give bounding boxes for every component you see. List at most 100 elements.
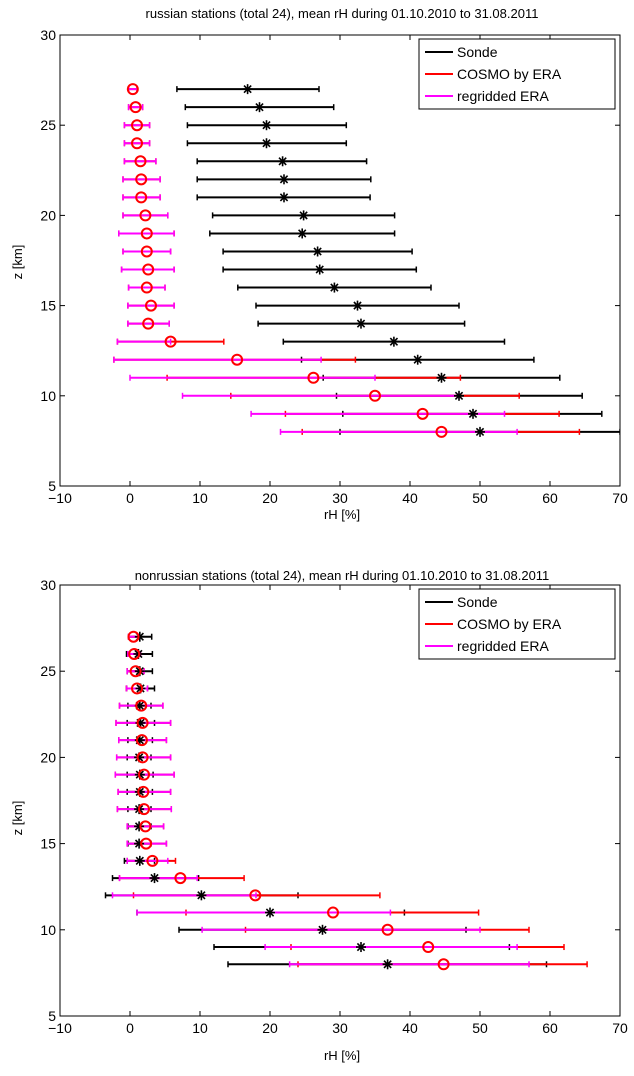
circle-marker (136, 716, 149, 729)
legend-label: Sonde (457, 44, 498, 60)
circle-marker (131, 137, 143, 150)
x-tick-label: 10 (192, 1020, 208, 1036)
circle-marker (369, 389, 381, 402)
legend-label: regridded ERA (457, 638, 549, 654)
x-tick-label: 0 (126, 490, 134, 506)
y-tick-label: 15 (40, 836, 56, 852)
series-regridded-era (113, 86, 518, 435)
circle-marker (129, 665, 142, 678)
circle-marker (138, 768, 150, 781)
chart-nonrussian-stations: nonrussian stations (total 24), mean rH … (10, 568, 628, 1063)
y-tick-label: 10 (40, 922, 56, 938)
asterisk-marker (134, 855, 145, 866)
y-axis-label: z [km] (10, 245, 25, 280)
series-sonde (176, 86, 620, 435)
x-axis-label: rH [%] (324, 507, 360, 522)
y-tick-label: 25 (40, 663, 56, 679)
legend-label: COSMO by ERA (457, 616, 562, 632)
x-tick-label: 60 (542, 1020, 558, 1036)
asterisk-marker (261, 138, 272, 149)
circle-marker (146, 854, 159, 867)
asterisk-marker (261, 120, 272, 131)
asterisk-marker (277, 156, 288, 167)
asterisk-marker (312, 246, 323, 257)
circle-marker (140, 837, 153, 850)
series-cosmo-by-era (113, 86, 581, 435)
circle-marker (135, 699, 148, 712)
circle-marker (231, 353, 244, 366)
series-cosmo-by-era (114, 633, 588, 968)
asterisk-marker (352, 300, 363, 311)
data-layer (104, 630, 588, 971)
asterisk-marker (317, 924, 328, 935)
circle-marker (126, 83, 139, 96)
legend-label: COSMO by ERA (457, 66, 562, 82)
circle-marker (139, 820, 152, 833)
asterisk-marker (329, 282, 340, 293)
asterisk-marker (436, 372, 447, 383)
asterisk-marker (468, 408, 478, 419)
circle-marker (142, 263, 155, 276)
circle-marker (135, 191, 148, 204)
circle-marker (128, 647, 141, 660)
y-tick-label: 30 (40, 27, 56, 43)
x-tick-label: 10 (192, 490, 208, 506)
asterisk-marker (149, 873, 160, 884)
circle-marker (138, 803, 150, 816)
x-tick-label: 70 (612, 490, 628, 506)
series-regridded-era (111, 633, 530, 968)
asterisk-marker (356, 318, 366, 329)
x-tick-label: 70 (612, 1020, 628, 1036)
circle-marker (135, 734, 148, 747)
circle-marker (327, 906, 339, 919)
circle-marker (307, 371, 320, 384)
y-axis-label: z [km] (10, 801, 25, 836)
x-tick-label: 30 (332, 490, 348, 506)
circle-marker (140, 245, 153, 258)
y-tick-label: 15 (40, 298, 56, 314)
circle-marker (437, 958, 450, 971)
y-tick-label: 10 (40, 388, 56, 404)
circle-marker (381, 923, 394, 936)
legend-label: regridded ERA (457, 88, 549, 104)
circle-marker (140, 227, 153, 240)
y-tick-label: 30 (40, 577, 56, 593)
y-tick-label: 25 (40, 117, 56, 133)
legend-label: Sonde (457, 594, 498, 610)
x-tick-label: 20 (262, 1020, 278, 1036)
asterisk-marker (242, 84, 253, 95)
circle-marker (416, 407, 429, 420)
y-tick-label: 20 (40, 207, 56, 223)
asterisk-marker (314, 264, 325, 275)
asterisk-marker (412, 354, 423, 365)
asterisk-marker (382, 959, 393, 970)
x-tick-label: 40 (402, 490, 418, 506)
asterisk-marker (454, 390, 464, 401)
series-sonde (104, 633, 548, 968)
legend: Sonde COSMO by ERA regridded ERA (418, 588, 616, 660)
circle-marker (145, 299, 157, 312)
x-tick-label: 50 (472, 490, 488, 506)
circle-marker (131, 682, 143, 695)
x-tick-label: 0 (126, 1020, 134, 1036)
x-tick-label: 50 (472, 1020, 488, 1036)
y-tick-label: 5 (48, 1008, 56, 1024)
y-tick-label: 5 (48, 478, 56, 494)
asterisk-marker (196, 890, 207, 901)
circle-marker (137, 785, 150, 798)
circle-marker (249, 889, 262, 902)
circle-marker (174, 872, 187, 885)
x-tick-label: −10 (48, 1020, 72, 1036)
circle-marker (140, 281, 153, 294)
chart-russian-stations: russian stations (total 24), mean rH dur… (10, 6, 628, 522)
x-tick-label: 40 (402, 1020, 418, 1036)
circle-marker (127, 630, 140, 643)
circle-marker (139, 209, 152, 222)
legend: Sonde COSMO by ERA regridded ERA (418, 38, 616, 110)
asterisk-marker (298, 210, 309, 221)
circle-marker (131, 119, 143, 132)
circle-marker (435, 425, 448, 438)
circle-marker (134, 155, 147, 168)
x-tick-label: 30 (332, 1020, 348, 1036)
